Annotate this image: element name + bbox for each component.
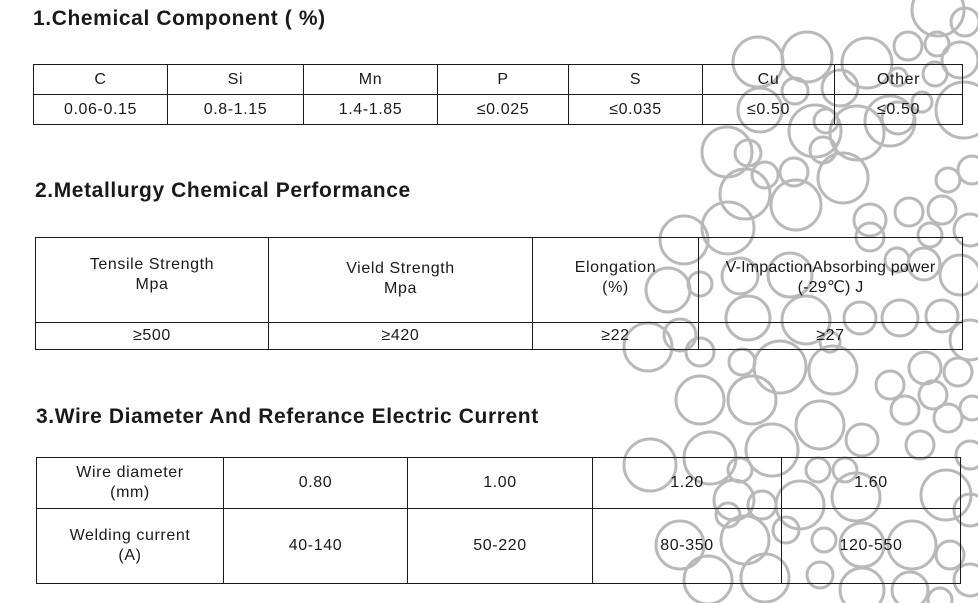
header-cell-mn: Mn	[303, 64, 438, 95]
value-cell-tensile-strength: ≥500	[35, 322, 269, 350]
section-title-metallurgy-performance: 2.Metallurgy Chemical Performance	[35, 179, 411, 202]
value-cell-elongation: ≥22	[532, 322, 699, 350]
header-cell-elongation: Elongation (%)	[532, 237, 699, 323]
table-row-wire-diameter: Wire diameter (mm) 0.80 1.00 1.20 1.60	[36, 457, 961, 509]
header-cell-si: Si	[167, 64, 304, 95]
header-cell-tensile-strength: Tensile Strength Mpa	[35, 237, 269, 323]
table-row: 0.06-0.15 0.8-1.15 1.4-1.85 ≤0.025 ≤0.03…	[33, 94, 963, 125]
label-line-1: Welding current	[69, 527, 191, 544]
header-line-1: V-ImpactionAbsorbing power	[725, 259, 936, 276]
header-cell-impact-absorbing-power: V-ImpactionAbsorbing power (-29℃) J	[698, 237, 963, 323]
header-line-1: Tensile Strength	[89, 256, 215, 273]
label-line-2: (mm)	[110, 484, 150, 501]
table-header-row: Tensile Strength Mpa Vield Strength Mpa …	[35, 237, 963, 323]
header-line-1: Vield Strength	[346, 260, 455, 277]
value-cell-yield-strength: ≥420	[268, 322, 533, 350]
value-cell-diameter: 1.00	[407, 457, 593, 509]
header-line-1: Elongation	[574, 259, 657, 276]
row-label-welding-current: Welding current (A)	[36, 508, 224, 584]
wire-diameter-current-table: Wire diameter (mm) 0.80 1.00 1.20 1.60 W…	[36, 457, 961, 584]
value-cell-current: 40-140	[223, 508, 408, 584]
value-cell-other: ≤0.50	[834, 94, 963, 125]
label-line-2: (A)	[118, 547, 142, 564]
value-cell-diameter: 0.80	[223, 457, 408, 509]
row-label-wire-diameter: Wire diameter (mm)	[36, 457, 224, 509]
table-header-row: C Si Mn P S Cu Other	[33, 64, 963, 95]
section-title-wire-diameter-current: 3.Wire Diameter And Referance Electric C…	[36, 405, 539, 428]
header-cell-p: P	[437, 64, 569, 95]
value-cell-s: ≤0.035	[568, 94, 703, 125]
value-cell-impact-absorbing-power: ≥27	[698, 322, 963, 350]
value-cell-current: 120-550	[781, 508, 961, 584]
header-line-2: Mpa	[384, 280, 417, 297]
header-line-2: (-29℃) J	[797, 279, 864, 296]
value-cell-current: 50-220	[407, 508, 593, 584]
header-cell-s: S	[568, 64, 703, 95]
section-title-chemical-component: 1.Chemical Component ( %)	[33, 7, 326, 30]
value-cell-diameter: 1.20	[592, 457, 782, 509]
table-row: ≥500 ≥420 ≥22 ≥27	[35, 322, 963, 350]
value-cell-c: 0.06-0.15	[33, 94, 168, 125]
metallurgy-performance-table: Tensile Strength Mpa Vield Strength Mpa …	[35, 237, 963, 350]
header-cell-c: C	[33, 64, 168, 95]
header-cell-cu: Cu	[702, 64, 835, 95]
value-cell-current: 80-350	[592, 508, 782, 584]
table-row-welding-current: Welding current (A) 40-140 50-220 80-350…	[36, 508, 961, 584]
header-line-2: Mpa	[135, 276, 169, 293]
header-cell-yield-strength: Vield Strength Mpa	[268, 237, 533, 323]
value-cell-p: ≤0.025	[437, 94, 569, 125]
header-line-2: (%)	[602, 279, 629, 296]
header-cell-other: Other	[834, 64, 963, 95]
value-cell-diameter: 1.60	[781, 457, 961, 509]
value-cell-si: 0.8-1.15	[167, 94, 304, 125]
label-line-1: Wire diameter	[76, 464, 184, 481]
chemical-component-table: C Si Mn P S Cu Other 0.06-0.15 0.8-1.15 …	[33, 64, 963, 125]
value-cell-mn: 1.4-1.85	[303, 94, 438, 125]
value-cell-cu: ≤0.50	[702, 94, 835, 125]
